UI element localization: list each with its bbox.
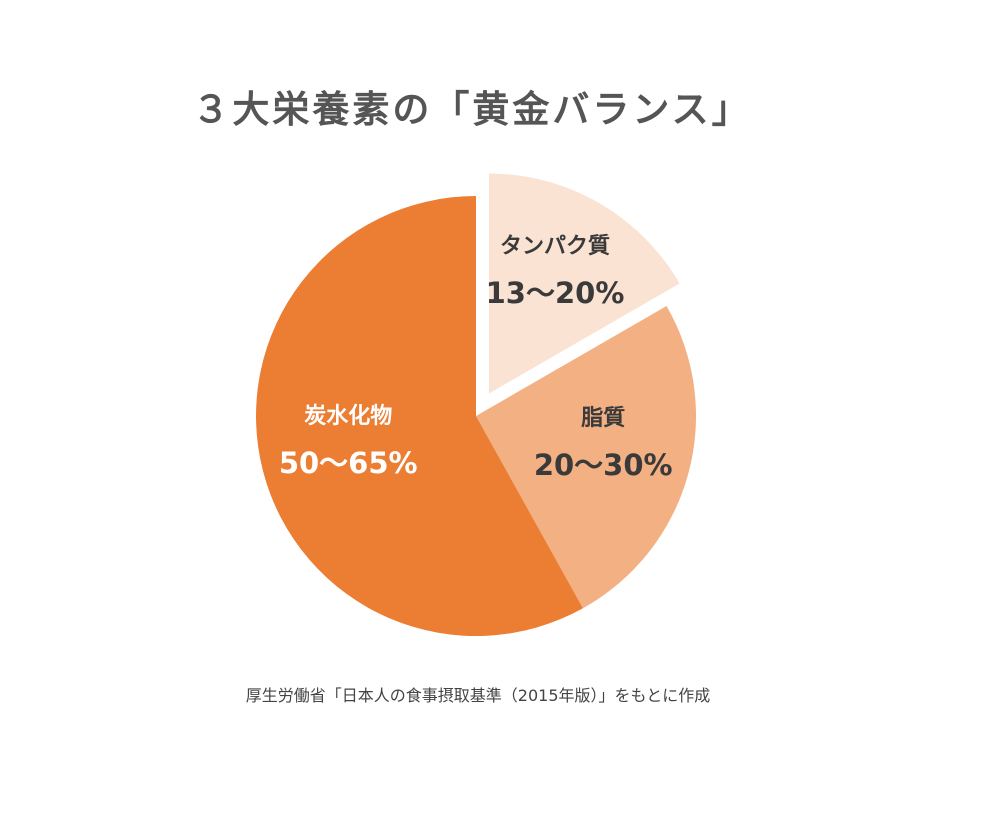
slice-labels: タンパク質 13〜20% 脂質 20〜30% 炭水化物 50〜65%: [279, 234, 673, 482]
slice-name-label: タンパク質: [500, 234, 610, 259]
pie-slice-2: [476, 306, 696, 609]
pie-slice-1: [489, 173, 680, 394]
slice-name-label: 炭水化物: [304, 403, 392, 429]
slice-value-label: 13〜20%: [486, 276, 625, 310]
slice-value-label: 50〜65%: [279, 446, 418, 480]
chart-title: ３大栄養素の「黄金バランス」: [192, 88, 751, 131]
pie-slices: [255, 173, 696, 636]
slice-name-label: 脂質: [581, 405, 625, 431]
pie-slice-3: [255, 196, 583, 636]
source-note: 厚生労働省「日本人の食事摂取基準（2015年版）」をもとに作成: [246, 686, 710, 705]
slice-value-label: 20〜30%: [534, 448, 673, 482]
